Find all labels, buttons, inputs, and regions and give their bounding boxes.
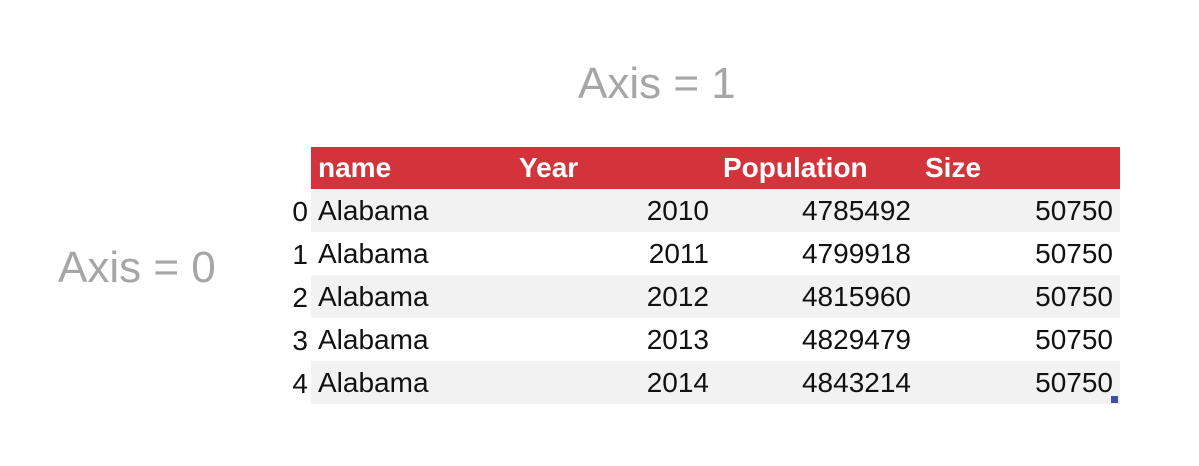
header-row: name Year Population Size (311, 147, 1120, 189)
table-resize-handle[interactable] (1111, 396, 1118, 403)
cell-year: 2010 (512, 189, 716, 232)
cell-population: 4799918 (716, 232, 918, 275)
table-row: Alabama 2011 4799918 50750 (311, 232, 1120, 275)
axis-1-label: Axis = 1 (578, 59, 736, 108)
cell-year: 2012 (512, 275, 716, 318)
axis-0-label: Axis = 0 (58, 243, 216, 292)
cell-size: 50750 (918, 275, 1120, 318)
cell-size: 50750 (918, 318, 1120, 361)
row-index-0: 0 (292, 196, 308, 227)
header-population: Population (716, 147, 918, 189)
cell-population: 4815960 (716, 275, 918, 318)
cell-year: 2014 (512, 361, 716, 404)
cell-size: 50750 (918, 189, 1120, 232)
cell-name: Alabama (311, 189, 512, 232)
cell-population: 4785492 (716, 189, 918, 232)
row-index-2: 2 (292, 282, 308, 313)
table-row: Alabama 2010 4785492 50750 (311, 189, 1120, 232)
cell-population: 4829479 (716, 318, 918, 361)
table-row: Alabama 2014 4843214 50750 (311, 361, 1120, 404)
cell-size: 50750 (918, 361, 1120, 404)
cell-size: 50750 (918, 232, 1120, 275)
cell-year: 2013 (512, 318, 716, 361)
cell-name: Alabama (311, 232, 512, 275)
header-size: Size (918, 147, 1120, 189)
table-row: Alabama 2012 4815960 50750 (311, 275, 1120, 318)
table-row: Alabama 2013 4829479 50750 (311, 318, 1120, 361)
row-index-3: 3 (292, 325, 308, 356)
row-index-4: 4 (292, 368, 308, 399)
cell-name: Alabama (311, 361, 512, 404)
header-year: Year (512, 147, 716, 189)
dataframe-table: name Year Population Size Alabama 2010 4… (311, 147, 1120, 404)
cell-population: 4843214 (716, 361, 918, 404)
cell-name: Alabama (311, 275, 512, 318)
header-name: name (311, 147, 512, 189)
cell-name: Alabama (311, 318, 512, 361)
cell-year: 2011 (512, 232, 716, 275)
row-index-1: 1 (292, 239, 308, 270)
